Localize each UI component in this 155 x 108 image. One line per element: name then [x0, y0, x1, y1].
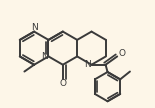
- Text: O: O: [59, 79, 66, 88]
- Text: N: N: [41, 52, 48, 61]
- Text: O: O: [119, 49, 126, 58]
- Text: N: N: [31, 23, 38, 32]
- Text: N: N: [84, 60, 91, 69]
